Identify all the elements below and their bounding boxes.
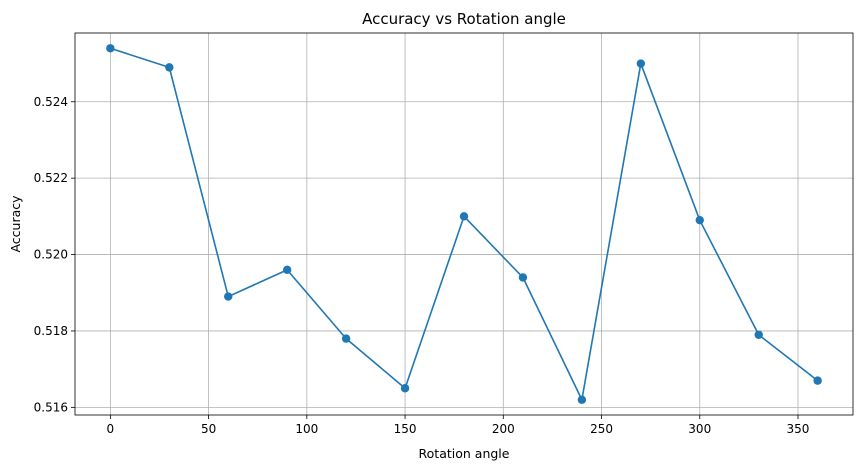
data-point (754, 330, 763, 339)
x-tick-label: 0 (107, 422, 115, 436)
x-tick-label: 350 (787, 422, 810, 436)
y-tick-label: 0.518 (34, 324, 68, 338)
tick-layer: 0 50 100 150 200 250 300 350 0.516 0.518 0.520 0.52… (34, 95, 810, 436)
data-point (459, 212, 469, 221)
series-layer (106, 44, 822, 404)
grid-layer (75, 33, 853, 415)
y-tick-label: 0.520 (34, 248, 68, 262)
data-point (165, 63, 174, 72)
x-tick-label: 200 (492, 422, 515, 436)
x-tick-label: 100 (295, 422, 318, 436)
y-tick-label: 0.524 (34, 95, 68, 109)
data-point (577, 395, 587, 404)
x-tick-label: 250 (590, 422, 613, 436)
data-point (813, 376, 822, 385)
plot-frame (74, 32, 854, 416)
chart-title: Accuracy vs Rotation angle (362, 10, 566, 28)
series-line (110, 47, 819, 401)
data-point (341, 334, 351, 343)
data-point (224, 292, 233, 301)
y-tick-label: 0.516 (34, 400, 68, 414)
data-point (106, 44, 115, 53)
data-point (282, 265, 292, 275)
x-tick-label: 300 (688, 422, 711, 436)
data-point (400, 384, 410, 393)
x-tick-label: 150 (394, 422, 417, 436)
y-tick-label: 0.522 (34, 171, 68, 185)
y-axis-label: Accuracy (8, 195, 23, 253)
data-point (636, 59, 646, 68)
x-axis-label: Rotation angle (419, 446, 510, 461)
data-point (695, 215, 704, 225)
data-point (518, 273, 528, 282)
x-tick-label: 50 (201, 422, 216, 436)
